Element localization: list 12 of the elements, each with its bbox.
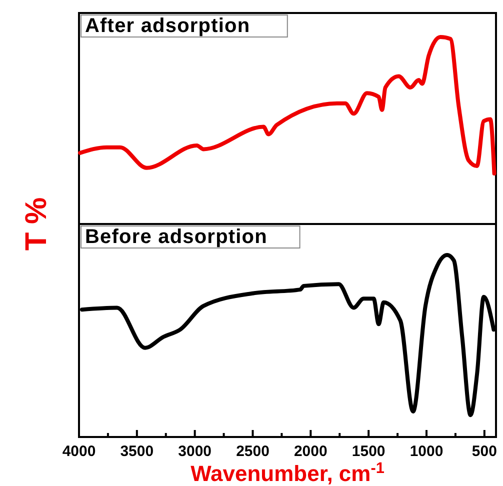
x-tick-label: 1500: [352, 443, 386, 460]
y-axis-title: T %: [20, 197, 53, 251]
x-tick-label: 3000: [178, 443, 212, 460]
x-tick-label: 1000: [410, 443, 444, 460]
x-tick-label: 500: [472, 443, 497, 460]
chart-title: After adsorption: [85, 15, 250, 37]
x-tick-label: 2000: [294, 443, 328, 460]
x-axis-title: Wavenumber, cm$^{-1}$: [190, 460, 385, 486]
x-tick-label: 2500: [236, 443, 270, 460]
chart-title: Before adsorption: [85, 226, 268, 248]
x-tick-label: 4000: [62, 443, 96, 460]
x-tick-label: 3500: [120, 443, 154, 460]
